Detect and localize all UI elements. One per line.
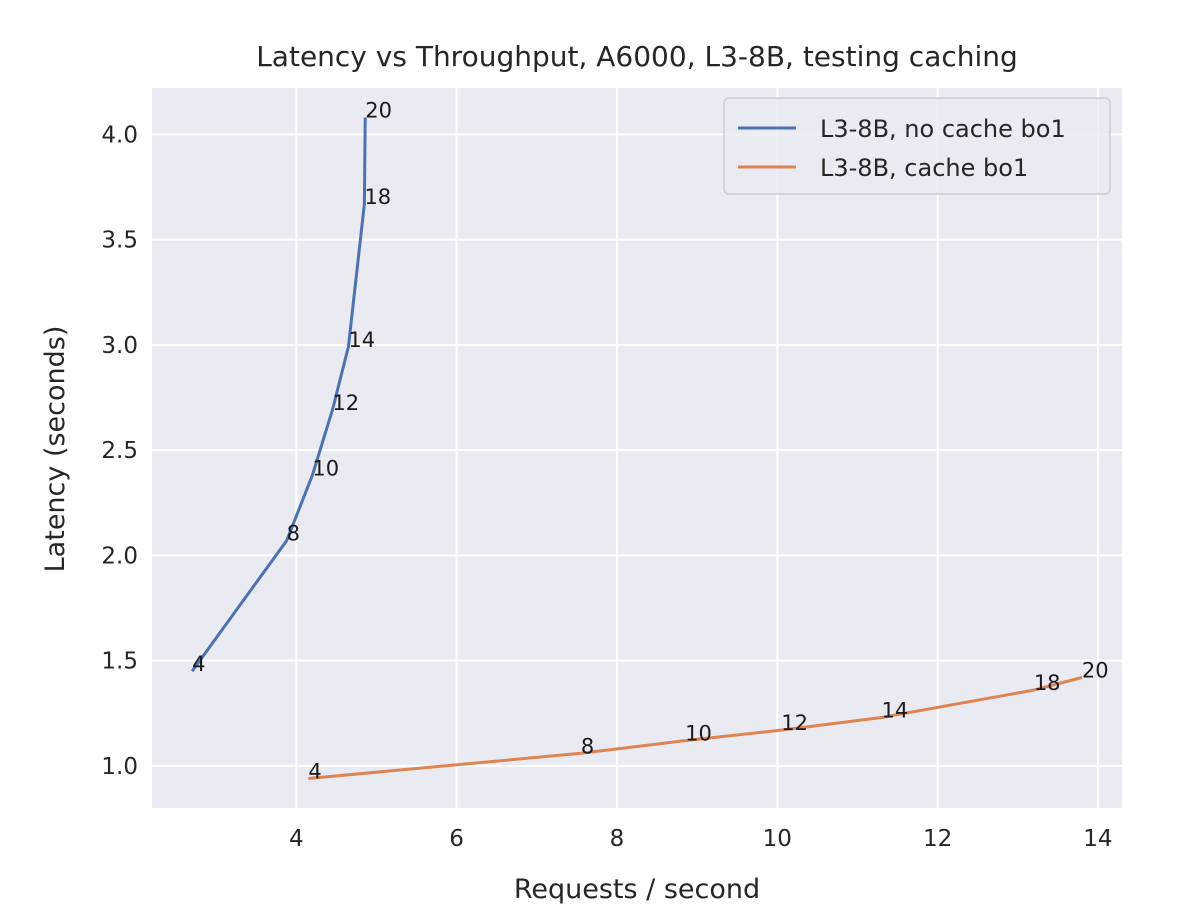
x-axis-label: Requests / second: [514, 874, 760, 905]
legend: L3-8B, no cache bo1 L3-8B, cache bo1: [723, 97, 1111, 195]
y-tick-label: 1.5: [101, 649, 138, 675]
chart-title: Latency vs Throughput, A6000, L3-8B, tes…: [256, 40, 1018, 73]
y-axis-ticks: 1.0 1.5 2.0 2.5 3.0 3.5 4.0: [101, 122, 138, 780]
y-tick-label: 2.5: [101, 438, 138, 464]
point-label: 10: [312, 456, 339, 480]
y-tick-label: 4.0: [101, 122, 138, 148]
point-label: 12: [332, 391, 359, 415]
x-tick-label: 12: [923, 826, 952, 852]
point-label: 8: [581, 734, 594, 758]
plot-area: [152, 88, 1122, 808]
x-tick-label: 4: [289, 826, 304, 852]
point-label: 18: [364, 185, 391, 209]
x-tick-label: 14: [1083, 826, 1112, 852]
point-labels: 4 8 10 12 14 18 20 4 8 10 12 14 18 20: [192, 98, 1109, 783]
point-label: 20: [1082, 658, 1109, 682]
x-axis-ticks: 4 6 8 10 12 14: [289, 826, 1113, 852]
point-label: 18: [1034, 671, 1061, 695]
point-label: 4: [308, 760, 321, 784]
legend-label-cache: L3-8B, cache bo1: [820, 154, 1028, 182]
series-layer: [190, 117, 1083, 780]
series-line-0: [190, 117, 367, 673]
point-label: 20: [365, 98, 392, 122]
point-label: 10: [685, 722, 712, 746]
point-label: 14: [882, 698, 909, 722]
point-label: 8: [287, 522, 300, 546]
x-tick-label: 6: [449, 826, 464, 852]
legend-box: [723, 97, 1111, 195]
series-line-1: [308, 676, 1083, 780]
y-tick-label: 2.0: [101, 543, 138, 569]
y-tick-label: 3.5: [101, 228, 138, 254]
point-label: 12: [781, 711, 808, 735]
x-tick-label: 10: [763, 826, 792, 852]
x-tick-label: 8: [610, 826, 625, 852]
grid: [152, 88, 1122, 808]
point-label: 4: [192, 652, 205, 676]
y-tick-label: 1.0: [101, 754, 138, 780]
y-axis-label: Latency (seconds): [40, 326, 71, 573]
y-tick-label: 3.0: [101, 333, 138, 359]
legend-label-no-cache: L3-8B, no cache bo1: [820, 115, 1066, 143]
point-label: 14: [348, 328, 375, 352]
